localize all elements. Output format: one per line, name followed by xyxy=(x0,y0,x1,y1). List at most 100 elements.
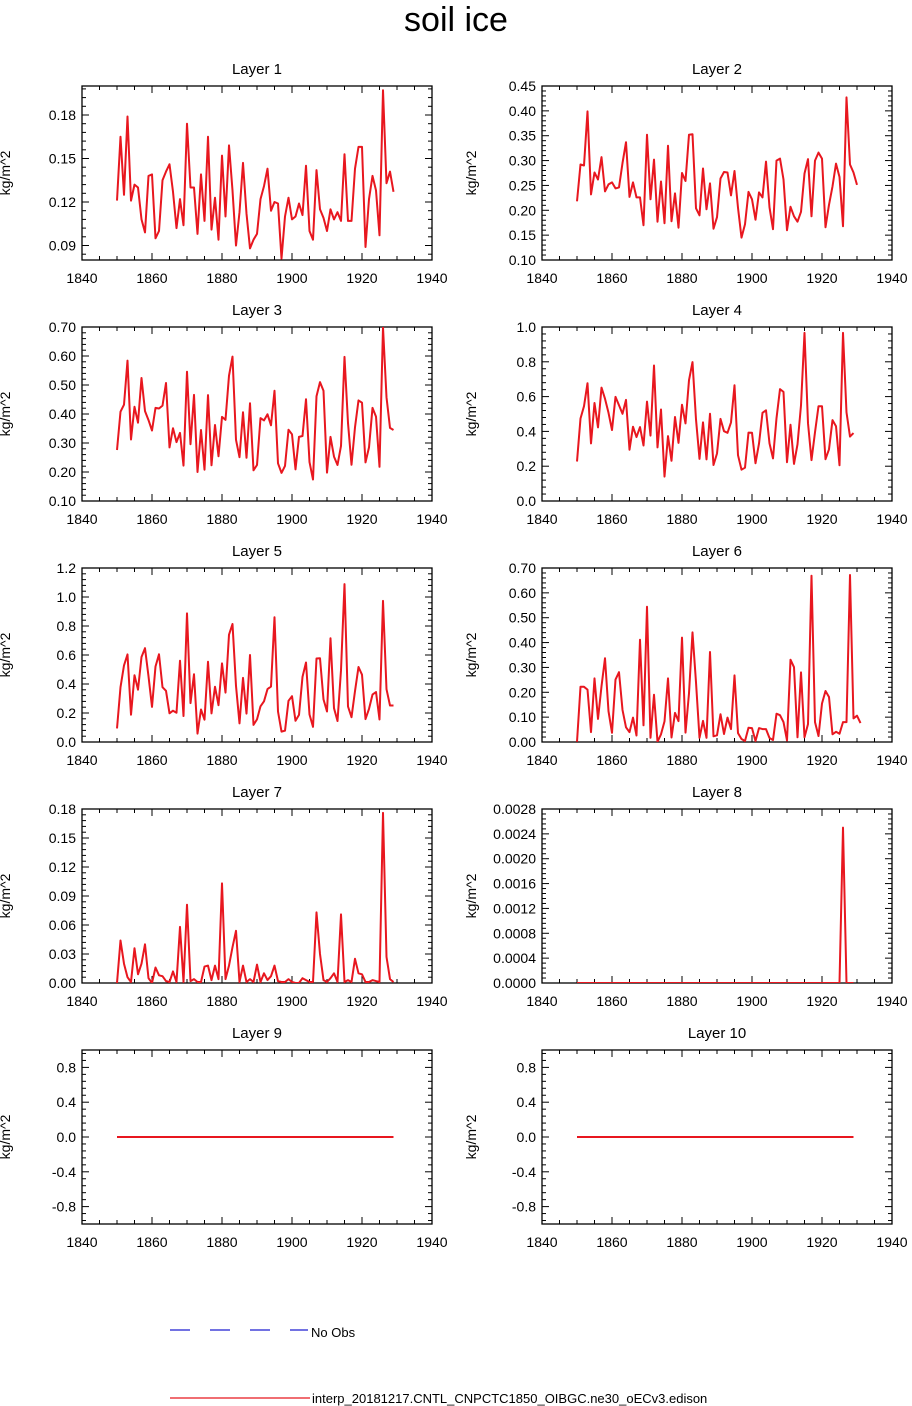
y-tick-label: 0.00 xyxy=(49,975,76,991)
x-tick-label: 1900 xyxy=(736,270,767,286)
series-line xyxy=(576,574,862,742)
x-tick-label: 1940 xyxy=(876,511,907,527)
panel-layer-1: Layer 1 kg/m^2 1840 1860 1880 1900 1920 1940 0.0… xyxy=(0,61,448,286)
y-tick-label: 0.0008 xyxy=(493,925,536,941)
x-tick-label: 1940 xyxy=(416,1234,447,1250)
x-tick-label: 1920 xyxy=(806,993,837,1009)
panel-title: Layer 2 xyxy=(692,61,742,78)
y-tick-label: 0.0012 xyxy=(493,900,536,916)
x-tick-label: 1880 xyxy=(206,993,237,1009)
y-tick-label: 1.2 xyxy=(57,560,77,576)
panels-group: Layer 1 kg/m^2 1840 1860 1880 1900 1920 1940 0.0… xyxy=(0,61,908,1250)
x-tick-label: 1900 xyxy=(276,511,307,527)
series-line xyxy=(116,583,394,735)
y-tick-label: 0.8 xyxy=(57,1059,77,1075)
x-tick-label: 1860 xyxy=(136,511,167,527)
y-tick-label: 0.18 xyxy=(49,801,76,817)
series-line xyxy=(116,811,395,983)
y-tick-label: 0.15 xyxy=(49,830,76,846)
x-tick-label: 1840 xyxy=(526,270,557,286)
plot-frame xyxy=(541,567,893,743)
legend-model-label: interp_20181217.CNTL_CNPCTC1850_OIBGC.ne… xyxy=(312,1391,707,1406)
y-tick-label: 0.2 xyxy=(517,458,537,474)
y-tick-label: 0.0004 xyxy=(493,950,536,966)
y-tick-label: 0.20 xyxy=(509,684,536,700)
y-tick-label: 1.0 xyxy=(57,589,77,605)
x-tick-label: 1940 xyxy=(876,1234,907,1250)
panel-title: Layer 1 xyxy=(232,61,282,78)
y-tick-label: 0.09 xyxy=(49,888,76,904)
x-tick-label: 1940 xyxy=(416,993,447,1009)
x-tick-label: 1840 xyxy=(66,993,97,1009)
x-tick-label: 1840 xyxy=(526,752,557,768)
panel-title: Layer 3 xyxy=(232,302,282,319)
x-tick-label: 1840 xyxy=(66,511,97,527)
y-tick-label: 0.70 xyxy=(49,319,76,335)
x-tick-label: 1900 xyxy=(736,1234,767,1250)
y-tick-label: 0.50 xyxy=(509,610,536,626)
x-tick-label: 1940 xyxy=(876,270,907,286)
y-tick-label: 0.03 xyxy=(49,946,76,962)
panel-layer-9: Layer 9 kg/m^2 1840 1860 1880 1900 1920 1940 -0.… xyxy=(0,1025,448,1250)
panel-title: Layer 10 xyxy=(688,1025,746,1042)
x-tick-label: 1860 xyxy=(136,993,167,1009)
x-tick-label: 1900 xyxy=(276,752,307,768)
y-tick-label: 0.50 xyxy=(49,377,76,393)
x-tick-label: 1940 xyxy=(416,511,447,527)
y-tick-label: 0.8 xyxy=(517,354,537,370)
y-tick-label: 0.8 xyxy=(57,618,77,634)
y-tick-label: 0.12 xyxy=(49,859,76,875)
y-tick-label: 0.0 xyxy=(517,493,537,509)
series-line xyxy=(576,96,858,239)
y-axis-label: kg/m^2 xyxy=(463,873,479,918)
panel-layer-4: Layer 4 kg/m^2 1840 1860 1880 1900 1920 1940 0.0… xyxy=(463,302,908,527)
x-tick-label: 1860 xyxy=(596,1234,627,1250)
y-tick-label: 0.00 xyxy=(509,734,536,750)
x-tick-label: 1920 xyxy=(346,270,377,286)
x-tick-label: 1840 xyxy=(526,1234,557,1250)
y-tick-label: 0.45 xyxy=(509,78,536,94)
x-tick-label: 1880 xyxy=(666,511,697,527)
x-tick-label: 1920 xyxy=(806,1234,837,1250)
y-tick-label: 0.20 xyxy=(509,202,536,218)
x-tick-label: 1900 xyxy=(276,270,307,286)
y-tick-label: 0.8 xyxy=(517,1059,537,1075)
panel-layer-7: Layer 7 kg/m^2 1840 1860 1880 1900 1920 1940 0.0… xyxy=(0,784,448,1009)
x-tick-label: 1920 xyxy=(346,752,377,768)
y-tick-label: 0.10 xyxy=(509,252,536,268)
series-line xyxy=(116,89,395,260)
x-tick-label: 1940 xyxy=(416,752,447,768)
y-tick-label: 0.30 xyxy=(509,153,536,169)
y-tick-label: 0.2 xyxy=(57,705,77,721)
y-tick-label: 0.15 xyxy=(509,227,536,243)
y-axis-label: kg/m^2 xyxy=(463,1114,479,1159)
x-tick-label: 1860 xyxy=(596,993,627,1009)
panel-layer-5: Layer 5 kg/m^2 1840 1860 1880 1900 1920 1940 0.0… xyxy=(0,543,448,768)
y-tick-label: -0.4 xyxy=(512,1164,536,1180)
panel-layer-2: Layer 2 kg/m^2 1840 1860 1880 1900 1920 1940 0.1… xyxy=(463,61,908,286)
x-tick-label: 1860 xyxy=(136,270,167,286)
y-tick-label: -0.4 xyxy=(52,1164,76,1180)
x-tick-label: 1920 xyxy=(346,1234,377,1250)
y-axis-label: kg/m^2 xyxy=(0,391,13,436)
x-tick-label: 1880 xyxy=(206,752,237,768)
x-tick-label: 1880 xyxy=(666,270,697,286)
x-tick-label: 1940 xyxy=(416,270,447,286)
y-tick-label: 0.40 xyxy=(509,635,536,651)
series-line xyxy=(576,331,855,478)
y-tick-label: 0.0000 xyxy=(493,975,536,991)
y-tick-label: 0.30 xyxy=(509,659,536,675)
x-tick-label: 1840 xyxy=(66,270,97,286)
y-tick-label: 0.20 xyxy=(49,464,76,480)
x-tick-label: 1860 xyxy=(596,752,627,768)
x-tick-label: 1860 xyxy=(596,511,627,527)
y-tick-label: 0.40 xyxy=(49,406,76,422)
panel-title: Layer 5 xyxy=(232,543,282,560)
x-tick-label: 1900 xyxy=(276,993,307,1009)
x-tick-label: 1920 xyxy=(346,993,377,1009)
y-tick-label: 0.12 xyxy=(49,194,76,210)
y-tick-label: 0.4 xyxy=(57,1094,77,1110)
y-tick-label: 1.0 xyxy=(517,319,537,335)
y-axis-label: kg/m^2 xyxy=(0,632,13,677)
